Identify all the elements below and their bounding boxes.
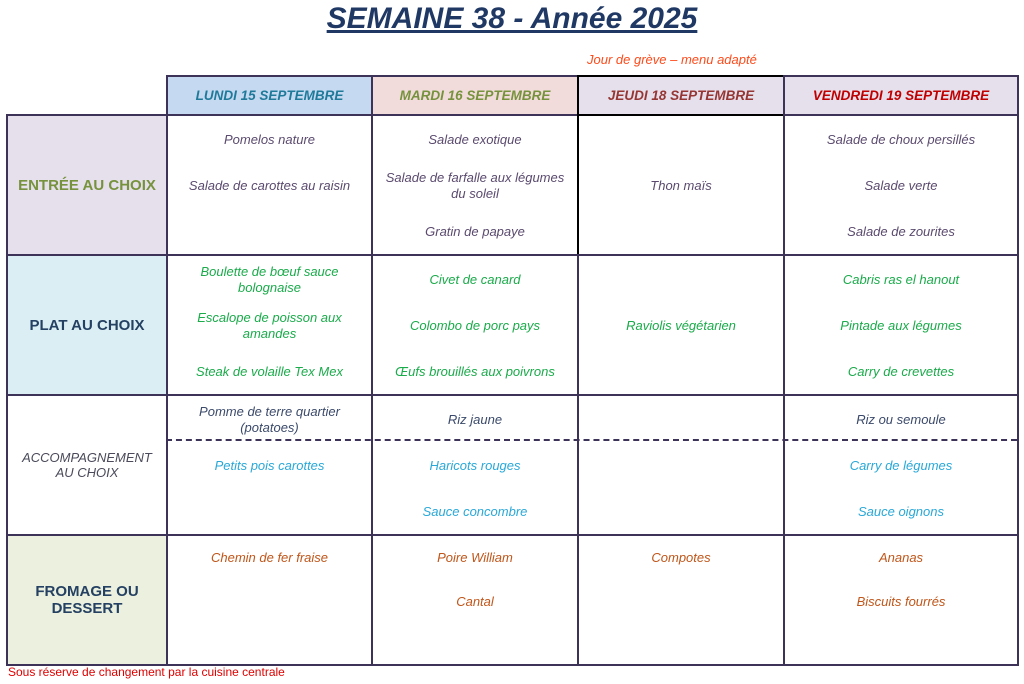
menu-cell: Riz jaune Haricots rouges Sauce concombre (371, 394, 579, 536)
menu-cell: Thon maïs (577, 114, 785, 256)
menu-item: Petits pois carottes (214, 458, 325, 473)
menu-cell: Pomme de terre quartier (potatoes) Petits… (166, 394, 373, 536)
row-header: PLAT AU CHOIX (6, 254, 168, 396)
menu-item: Biscuits fourrés (856, 594, 946, 609)
menu-cell: Civet de canard Colombo de porc pays Œufs … (371, 254, 579, 396)
menu-item: Sauce concombre (422, 504, 528, 519)
row-header: FROMAGE OU DESSERT (6, 534, 168, 666)
menu-cell: Raviolis végétarien (577, 254, 785, 396)
day-header: LUNDI 15 SEPTEMBRE (166, 75, 373, 116)
menu-cell: Riz ou semoule Carry de légumes Sauce oign… (783, 394, 1019, 536)
menu-item: Riz jaune (447, 412, 503, 427)
menu-item: Gratin de papaye (425, 224, 525, 239)
menu-item: Haricots rouges (429, 458, 521, 473)
menu-item: Salade verte (864, 178, 938, 193)
menu-item: Salade de zourites (847, 224, 955, 239)
menu-item: Poire William (437, 550, 513, 565)
menu-item: Salade de choux persillés (826, 132, 976, 147)
menu-item: Salade de farfalle aux légumes du soleil (385, 170, 565, 201)
menu-cell: Ananas Biscuits fourrés (783, 534, 1019, 666)
menu-item: Steak de volaille Tex Mex (196, 364, 343, 379)
page-title: SEMAINE 38 - Année 2025 (326, 2, 698, 35)
menu-item: Pintade aux légumes (840, 318, 962, 333)
menu-item: Pomme de terre quartier (potatoes) (199, 404, 340, 435)
day-header: MARDI 16 SEPTEMBRE (371, 75, 579, 116)
menu-item: Salade exotique (428, 132, 522, 147)
menu-item: Riz ou semoule (856, 412, 946, 427)
menu-item: Cantal (456, 594, 494, 609)
menu-item: Cabris ras el hanout (842, 272, 960, 287)
day-header: JEUDI 18 SEPTEMBRE (577, 75, 785, 116)
menu-cell: Poire William Cantal (371, 534, 579, 666)
row-header: ACCOMPAGNEMENT AU CHOIX (6, 394, 168, 536)
menu-cell: Cabris ras el hanout Pintade aux légumes C… (783, 254, 1019, 396)
menu-item: Salade de carottes au raisin (188, 178, 351, 193)
menu-item: Pomelos nature (223, 132, 316, 147)
menu-item: Colombo de porc pays (409, 318, 541, 333)
menu-item: Carry de légumes (849, 458, 953, 473)
menu-item: Œufs brouillés aux poivrons (395, 364, 555, 379)
menu-item: Sauce oignons (857, 504, 944, 519)
menu-cell (577, 394, 785, 536)
menu-item: Thon maïs (650, 178, 712, 193)
menu-item: Escalope de poisson aux amandes (197, 310, 342, 341)
menu-item: Boulette de bœuf sauce bolognaise (200, 264, 339, 295)
dashed-divider (166, 439, 1017, 441)
menu-item: Compotes (651, 550, 711, 565)
menu-cell: Chemin de fer fraise (166, 534, 373, 666)
menu-cell: Compotes (577, 534, 785, 666)
menu-item: Chemin de fer fraise (210, 550, 329, 565)
menu-item: Civet de canard (429, 272, 521, 287)
row-header: ENTRÉE AU CHOIX (6, 114, 168, 256)
menu-item: Raviolis végétarien (626, 318, 736, 333)
footer-note: Sous réserve de changement par la cuisin… (8, 665, 285, 679)
strike-note: Jour de grève – menu adapté (587, 52, 757, 67)
menu-item: Carry de crevettes (847, 364, 955, 379)
day-header: VENDREDI 19 SEPTEMBRE (783, 75, 1019, 116)
menu-cell: Salade de choux persillés Salade verte Sal… (783, 114, 1019, 256)
menu-item: Ananas (878, 550, 924, 565)
menu-cell: Salade exotique Salade de farfalle aux lé… (371, 114, 579, 256)
menu-cell: Pomelos nature Salade de carottes au rais… (166, 114, 373, 256)
menu-cell: Boulette de bœuf sauce bolognaise Escalop… (166, 254, 373, 396)
